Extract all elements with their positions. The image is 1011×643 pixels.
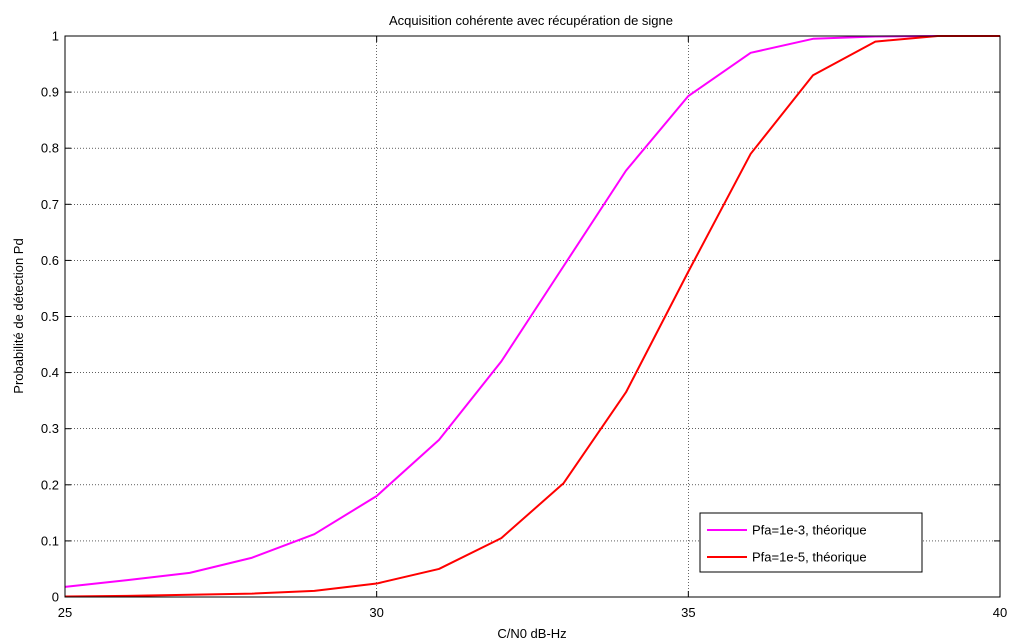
y-tick-labels: 0 0.1 0.2 0.3 0.4 0.5 0.6 0.7 0.8 0.9 1 bbox=[41, 29, 59, 605]
legend-label-1: Pfa=1e-3, théorique bbox=[752, 523, 867, 538]
legend: Pfa=1e-3, théorique Pfa=1e-5, théorique bbox=[699, 512, 923, 573]
y-tick-label: 0.8 bbox=[41, 141, 59, 156]
axis-ticks bbox=[64, 35, 1001, 598]
legend-box bbox=[699, 512, 923, 573]
series-lines bbox=[64, 35, 1000, 598]
x-tick-label: 40 bbox=[993, 605, 1007, 620]
y-tick-label: 0.2 bbox=[41, 477, 59, 492]
series-line-2 bbox=[64, 35, 1000, 598]
x-tick-label: 25 bbox=[58, 605, 72, 620]
legend-label-2: Pfa=1e-5, théorique bbox=[752, 550, 867, 565]
y-tick-label: 0.1 bbox=[41, 533, 59, 548]
x-tick-label: 35 bbox=[681, 605, 695, 620]
y-tick-label: 0.4 bbox=[41, 365, 59, 380]
x-tick-label: 30 bbox=[369, 605, 383, 620]
y-tick-label: 0.6 bbox=[41, 253, 59, 268]
y-tick-label: 0 bbox=[52, 590, 59, 605]
y-tick-label: 0.5 bbox=[41, 309, 59, 324]
y-axis-label: Probabilité de détection Pd bbox=[11, 238, 26, 393]
y-tick-label: 1 bbox=[52, 29, 59, 44]
x-tick-labels: 25 30 35 40 bbox=[58, 605, 1007, 620]
chart-title: Acquisition cohérente avec récupération … bbox=[389, 13, 673, 28]
y-tick-label: 0.9 bbox=[41, 85, 59, 100]
x-axis-label: C/N0 dB-Hz bbox=[497, 626, 566, 641]
series-line-1 bbox=[64, 35, 1000, 588]
grid-lines bbox=[65, 36, 1000, 597]
y-tick-label: 0.3 bbox=[41, 421, 59, 436]
y-tick-label: 0.7 bbox=[41, 197, 59, 212]
plot-area bbox=[65, 36, 1000, 597]
